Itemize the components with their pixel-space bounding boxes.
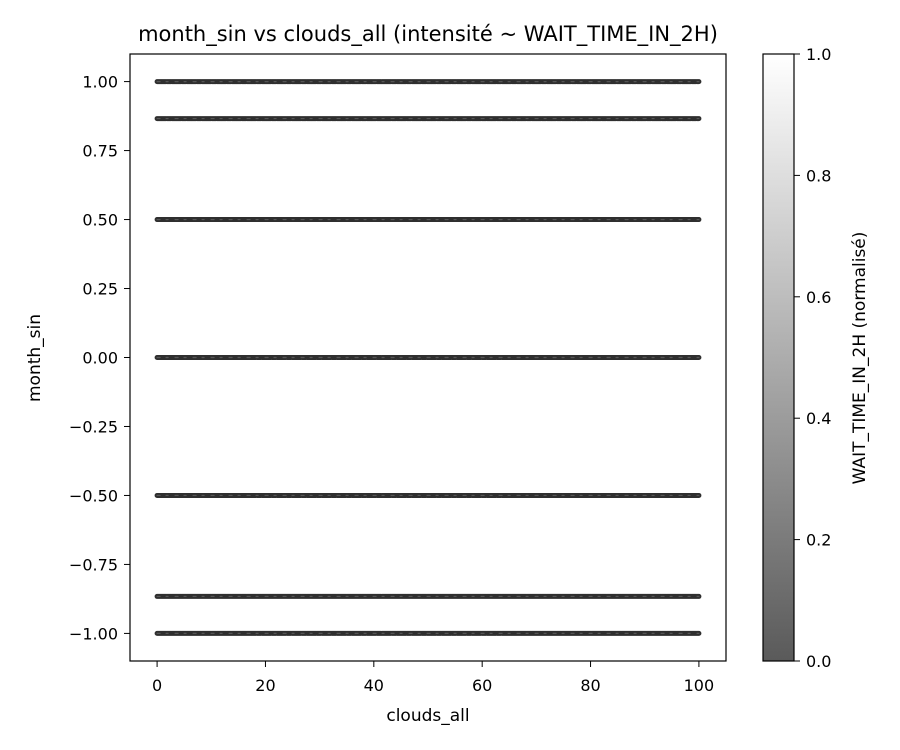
y-tick-label-7: −0.75 (69, 555, 118, 574)
x-axis-label: clouds_all (386, 706, 469, 726)
y-axis-label: month_sin (25, 314, 45, 402)
y-tick-label-2: 0.50 (82, 211, 118, 230)
x-tick-label-1: 20 (255, 676, 275, 695)
x-tick-label-4: 80 (580, 676, 600, 695)
y-tick-label-4: 0.00 (82, 349, 118, 368)
y-tick-label-3: 0.25 (82, 280, 118, 299)
x-tick-label-5: 100 (684, 676, 715, 695)
plot-group: 0 20 40 60 80 100 1.00 0.75 0.50 0.25 0.00 −0.25 −0… (69, 53, 727, 695)
colorbar-label: WAIT_TIME_IN_2H (normalisé) (850, 232, 870, 485)
colorbar-tick-label-2: 0.4 (806, 409, 831, 428)
colorbar-tick-label-5: 1.0 (806, 45, 831, 64)
colorbar-tick-label-1: 0.2 (806, 531, 831, 550)
y-tick-label-1: 0.75 (82, 142, 118, 161)
y-tick-label-6: −0.50 (69, 486, 118, 505)
x-tick-label-0: 0 (152, 676, 162, 695)
y-tick-label-0: 1.00 (82, 73, 118, 92)
x-ticks-group: 0 20 40 60 80 100 (152, 661, 714, 695)
series-group (154, 79, 702, 636)
colorbar-tick-label-4: 0.8 (806, 166, 831, 185)
chart-title: month_sin vs clouds_all (intensité ~ WAI… (138, 22, 718, 47)
colorbar-tick-label-0: 0.0 (806, 652, 831, 671)
colorbar-fill (762, 53, 795, 662)
x-tick-label-3: 60 (472, 676, 492, 695)
y-tick-label-8: −1.00 (69, 624, 118, 643)
colorbar-tick-label-3: 0.6 (806, 288, 831, 307)
colorbar-ticks-group: 0.0 0.2 0.4 0.6 0.8 1.0 (794, 45, 831, 671)
x-tick-label-2: 40 (364, 676, 384, 695)
colorbar-group: 0.0 0.2 0.4 0.6 0.8 1.0 WAIT_TIME_IN_2H (norm… (762, 45, 870, 671)
y-ticks-group: 1.00 0.75 0.50 0.25 0.00 −0.25 −0.50 −0.75 −1.00 (69, 73, 130, 643)
y-tick-label-5: −0.25 (69, 417, 118, 436)
